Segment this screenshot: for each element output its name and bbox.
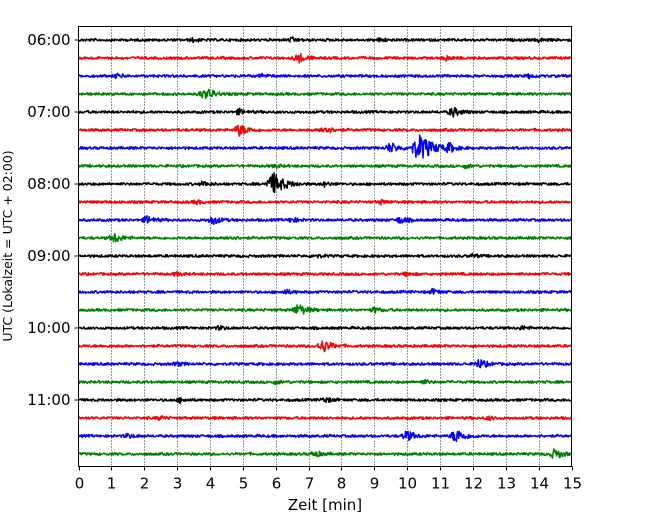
trace-line-0815 (77, 198, 573, 206)
trace-line-0900 (78, 252, 572, 259)
x-axis-title: Zeit [min] (288, 496, 362, 514)
trace-line-1045 (77, 378, 573, 386)
y-tick-label: 09:00 (27, 247, 70, 265)
trace-line-1100 (78, 397, 572, 404)
x-tick-label: 14 (530, 475, 549, 493)
trace-line-0745 (77, 163, 572, 170)
trace-line-0915 (77, 271, 572, 278)
x-tick-label: 13 (497, 475, 516, 493)
trace-line-0700 (77, 107, 573, 118)
trace-line-0830 (77, 215, 573, 226)
x-tick-label: 4 (206, 475, 216, 493)
trace-line-1000 (77, 324, 573, 331)
x-tick-label: 2 (140, 475, 150, 493)
trace-line-0845 (77, 233, 573, 243)
y-tick-label: 10:00 (27, 319, 70, 337)
x-tick-label: 12 (464, 475, 483, 493)
trace-line-0945 (78, 304, 572, 315)
trace-line-0600 (77, 36, 573, 44)
x-tick-label: 5 (239, 475, 249, 493)
y-tick-label: 08:00 (27, 175, 70, 193)
trace-line-0630 (77, 72, 573, 80)
y-tick-label: 06:00 (27, 31, 70, 49)
x-tick-label: 7 (305, 475, 315, 493)
y-tick-label: 07:00 (27, 103, 70, 121)
trace-line-0645 (77, 88, 573, 100)
trace-line-0800 (77, 172, 572, 194)
vertical-gridlines (111, 26, 540, 467)
plot-frame (78, 26, 572, 467)
x-tick-label: 8 (337, 475, 347, 493)
trace-line-1015 (77, 340, 572, 353)
y-axis-title: UTC (Lokalzeit = UTC + 02:00) (0, 150, 15, 341)
x-tick-label: 15 (563, 475, 582, 493)
x-tick-label: 6 (272, 475, 282, 493)
trace-line-1115 (78, 415, 573, 422)
trace-line-1145 (78, 448, 573, 459)
x-tick-label: 11 (431, 475, 450, 493)
trace-line-1130 (78, 430, 573, 443)
y-axis-ticks: 06:00 07:00 08:00 09:00 10:00 11:00 (27, 31, 79, 409)
trace-line-1030 (78, 359, 573, 369)
x-tick-label: 9 (370, 475, 380, 493)
trace-series-group (77, 36, 573, 459)
trace-line-0730 (77, 134, 572, 159)
x-tick-label: 1 (107, 475, 117, 493)
trace-line-0615 (77, 52, 573, 64)
x-tick-label: 3 (173, 475, 183, 493)
trace-line-0715 (77, 124, 572, 137)
x-tick-label: 10 (398, 475, 417, 493)
x-tick-label: 0 (75, 475, 85, 493)
y-tick-label: 11:00 (27, 391, 70, 409)
trace-line-0930 (77, 287, 572, 295)
x-axis-ticks: 0 1 2 3 4 5 6 7 8 9 10 11 12 13 14 15 (75, 466, 582, 493)
